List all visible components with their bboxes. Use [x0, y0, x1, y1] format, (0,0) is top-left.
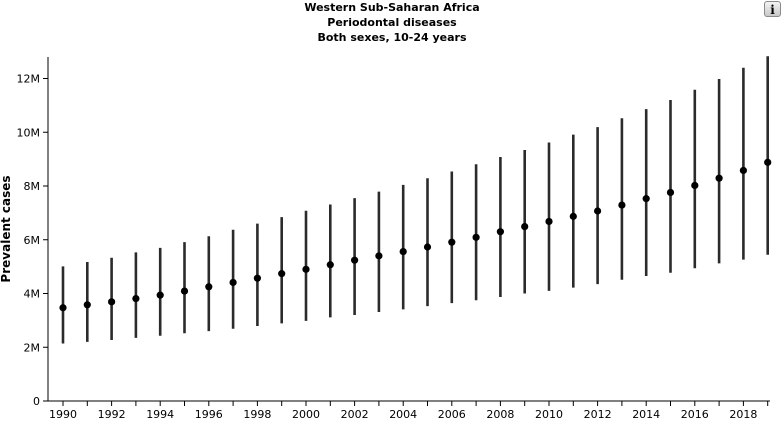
- chart-title: Western Sub-Saharan Africa Periodontal d…: [0, 0, 784, 45]
- x-tick-label: 2016: [681, 408, 709, 421]
- data-point: [351, 256, 359, 264]
- data-point: [399, 247, 407, 256]
- data-point: [375, 252, 383, 260]
- data-point: [156, 291, 164, 299]
- data-point: [569, 212, 577, 220]
- data-point: [180, 287, 189, 295]
- title-region: Western Sub-Saharan Africa: [304, 1, 480, 14]
- x-tick-label: 2012: [584, 408, 612, 421]
- x-tick-label: 2008: [486, 408, 514, 421]
- y-tick-label: 10M: [17, 126, 41, 139]
- data-point: [448, 238, 456, 246]
- x-tick-label: 2006: [438, 408, 466, 421]
- data-point: [521, 222, 529, 231]
- data-point: [253, 274, 261, 282]
- x-tick-label: 2018: [729, 408, 757, 421]
- y-axis-title: Prevalent cases: [0, 175, 13, 282]
- title-demographic: Both sexes, 10-24 years: [317, 31, 467, 44]
- data-point: [642, 195, 650, 203]
- x-tick-label: 1998: [243, 408, 271, 421]
- data-point: [205, 283, 213, 291]
- x-tick-label: 1992: [98, 408, 126, 421]
- data-point: [83, 301, 91, 309]
- data-point: [764, 158, 772, 166]
- data-point: [229, 278, 237, 287]
- data-point: [132, 295, 140, 303]
- y-tick-label: 2M: [24, 341, 41, 354]
- data-point: [618, 201, 626, 209]
- y-tick-label: 0: [33, 395, 40, 408]
- y-tick-label: 8M: [24, 180, 41, 193]
- y-tick-label: 4M: [24, 288, 41, 301]
- data-point: [496, 228, 504, 236]
- data-point: [594, 207, 602, 215]
- data-point: [302, 265, 310, 273]
- x-tick-label: 2000: [292, 408, 320, 421]
- data-point: [545, 217, 553, 226]
- y-tick-label: 12M: [17, 73, 41, 86]
- x-tick-label: 1990: [49, 408, 77, 421]
- y-tick-label: 6M: [24, 234, 41, 247]
- x-tick-label: 2010: [535, 408, 563, 421]
- data-point: [59, 304, 67, 312]
- data-point: [423, 243, 432, 251]
- x-tick-label: 1994: [146, 408, 174, 421]
- data-point: [326, 261, 334, 269]
- info-icon[interactable]: i: [764, 1, 781, 17]
- x-tick-label: 2004: [389, 408, 417, 421]
- x-tick-label: 1996: [195, 408, 223, 421]
- data-point: [472, 233, 480, 241]
- data-point: [666, 188, 675, 197]
- title-cause: Periodontal diseases: [327, 16, 457, 29]
- x-tick-label: 2014: [632, 408, 660, 421]
- data-point: [739, 166, 748, 175]
- data-point: [278, 270, 286, 278]
- data-point: [108, 298, 116, 306]
- data-point: [691, 181, 699, 190]
- data-point: [715, 174, 723, 182]
- x-tick-label: 2002: [341, 408, 369, 421]
